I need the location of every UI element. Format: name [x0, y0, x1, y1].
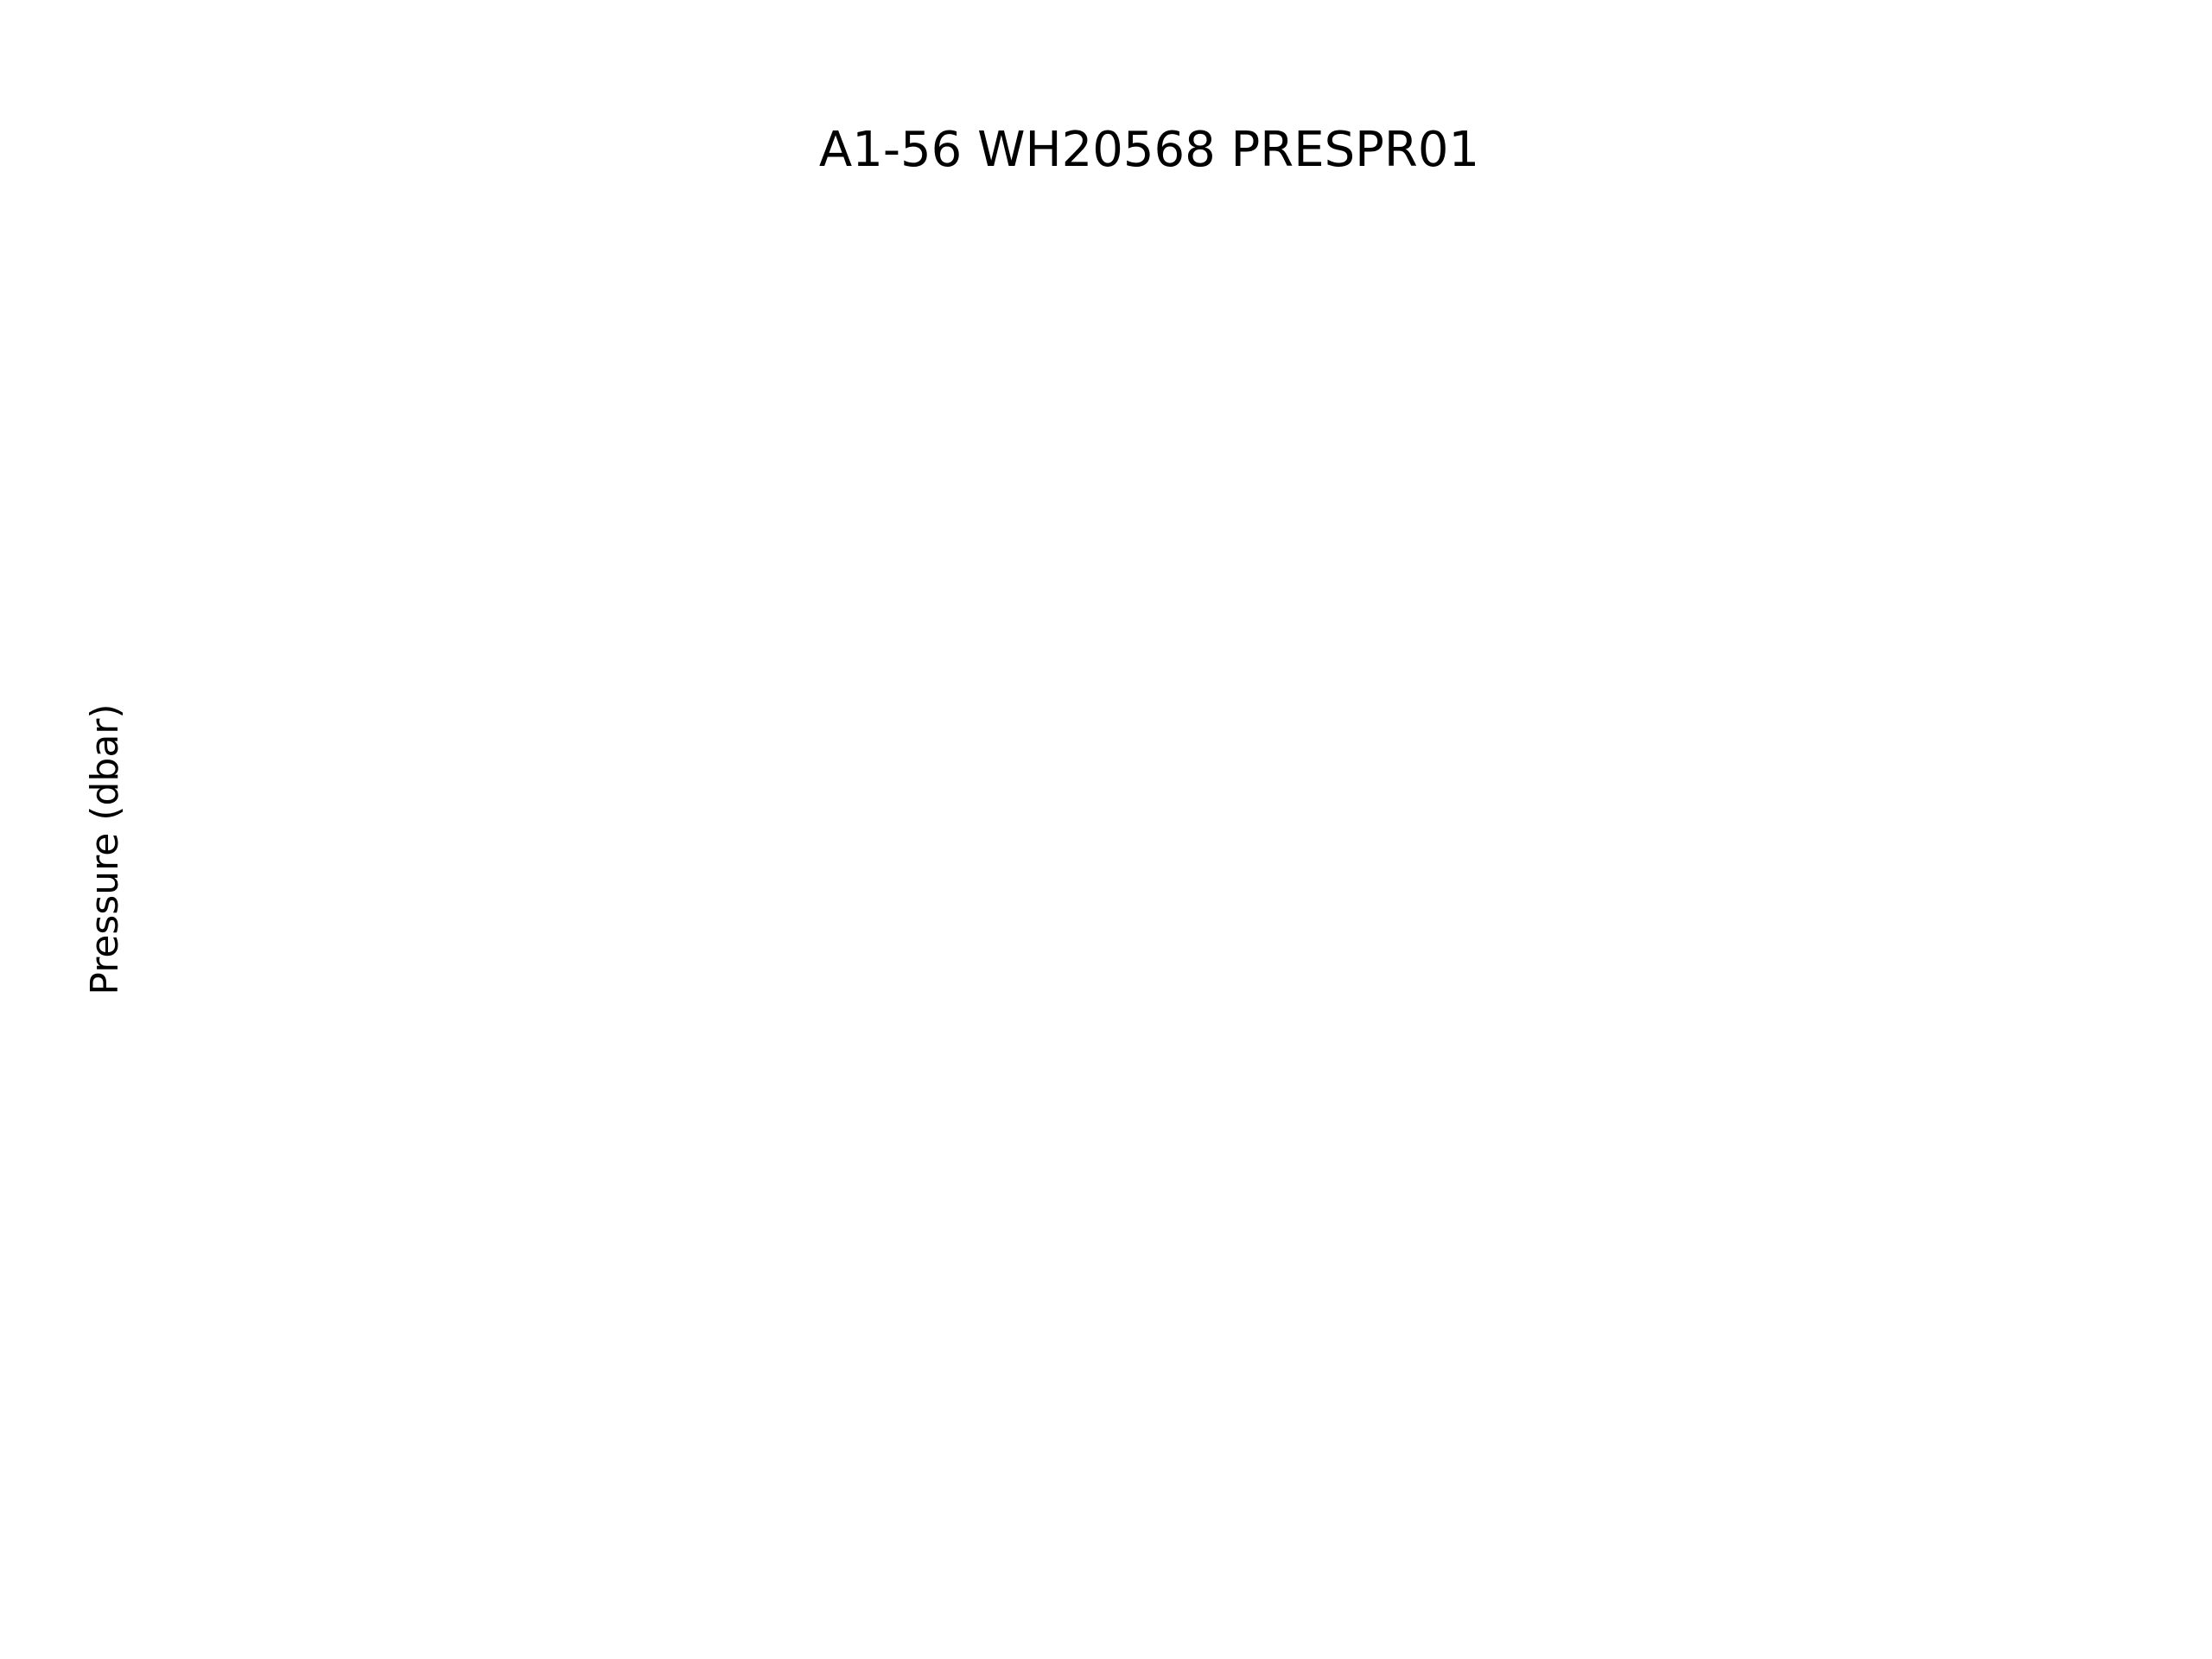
y-axis-label: Pressure (dbar) — [83, 703, 127, 995]
chart-title: A1-56 WH20568 PRESPR01 — [819, 122, 1479, 178]
